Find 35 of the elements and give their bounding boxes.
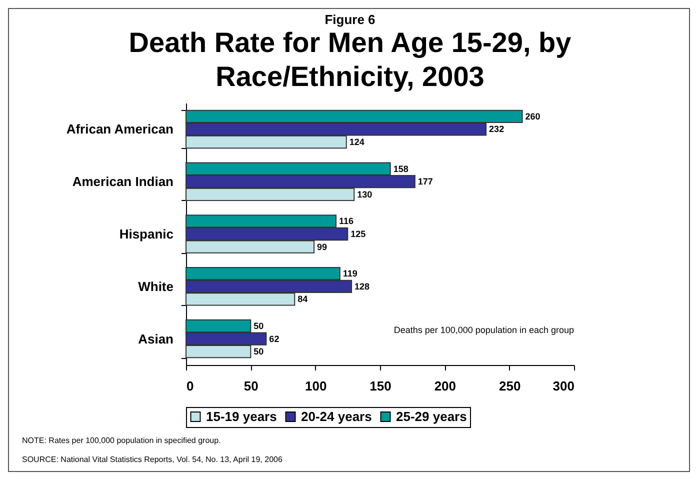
legend-label: 25-29 years	[396, 408, 467, 424]
y-tick-label: American Indian	[72, 174, 174, 190]
data-label: 128	[354, 281, 370, 292]
data-label: 99	[317, 242, 328, 252]
data-label: 119	[342, 268, 358, 279]
y-tick-label: Hispanic	[119, 226, 174, 242]
chart-subtitle: Figure 6	[324, 12, 376, 27]
data-label: 260	[525, 111, 540, 122]
x-tick-label: 250	[498, 378, 521, 394]
data-label: 125	[350, 229, 366, 239]
data-label: 130	[357, 189, 372, 200]
source-note: SOURCE: National Vital Statistics Reports, Vol. 54, No. 13, April 19, 2006	[22, 455, 282, 464]
legend-label: 15-19 years	[206, 408, 277, 424]
data-label: 62	[269, 334, 280, 344]
chart-title: Death Rate for Men Age 15-29, by Race/Ethnicity, 2003	[128, 27, 572, 94]
data-label: 232	[489, 124, 504, 134]
data-label: 50	[254, 346, 264, 357]
x-tick-label: 50	[244, 378, 258, 394]
text: NOTE: Rates per 100,000 population in specified group.	[22, 436, 222, 445]
y-tick-label: White	[138, 278, 174, 294]
legend-label: 20-24 years	[301, 408, 372, 424]
data-label: 84	[298, 294, 308, 304]
annotation: Deaths per 100,000 population in each group	[394, 325, 574, 335]
data-label: 50	[254, 321, 264, 332]
x-tick-label: 300	[552, 378, 574, 394]
x-tick-label: 100	[304, 378, 327, 394]
y-tick-label: Asian	[138, 331, 174, 346]
data-label: 177	[418, 176, 433, 187]
data-label: 158	[393, 164, 408, 174]
data-label: 116	[339, 216, 354, 226]
y-tick-label: African American	[66, 122, 174, 137]
x-tick-label: 0	[186, 378, 194, 394]
x-tick-label: 150	[370, 378, 392, 394]
data-label: 124	[349, 136, 364, 147]
x-tick-label: 200	[434, 378, 456, 394]
